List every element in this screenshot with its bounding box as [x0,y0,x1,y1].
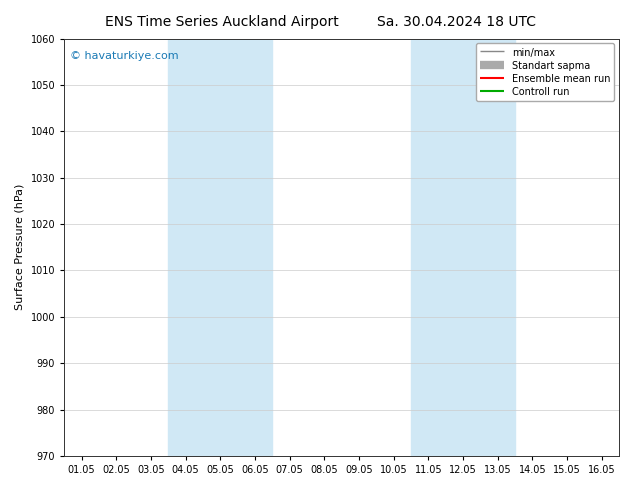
Bar [168,39,272,456]
Text: © havaturkiye.com: © havaturkiye.com [70,51,178,61]
Text: ENS Time Series Auckland Airport: ENS Time Series Auckland Airport [105,15,339,29]
Text: Sa. 30.04.2024 18 UTC: Sa. 30.04.2024 18 UTC [377,15,536,29]
Bar [411,39,515,456]
Y-axis label: Surface Pressure (hPa): Surface Pressure (hPa) [15,184,25,311]
Legend: min/max, Standart sapma, Ensemble mean run, Controll run: min/max, Standart sapma, Ensemble mean r… [476,44,614,101]
